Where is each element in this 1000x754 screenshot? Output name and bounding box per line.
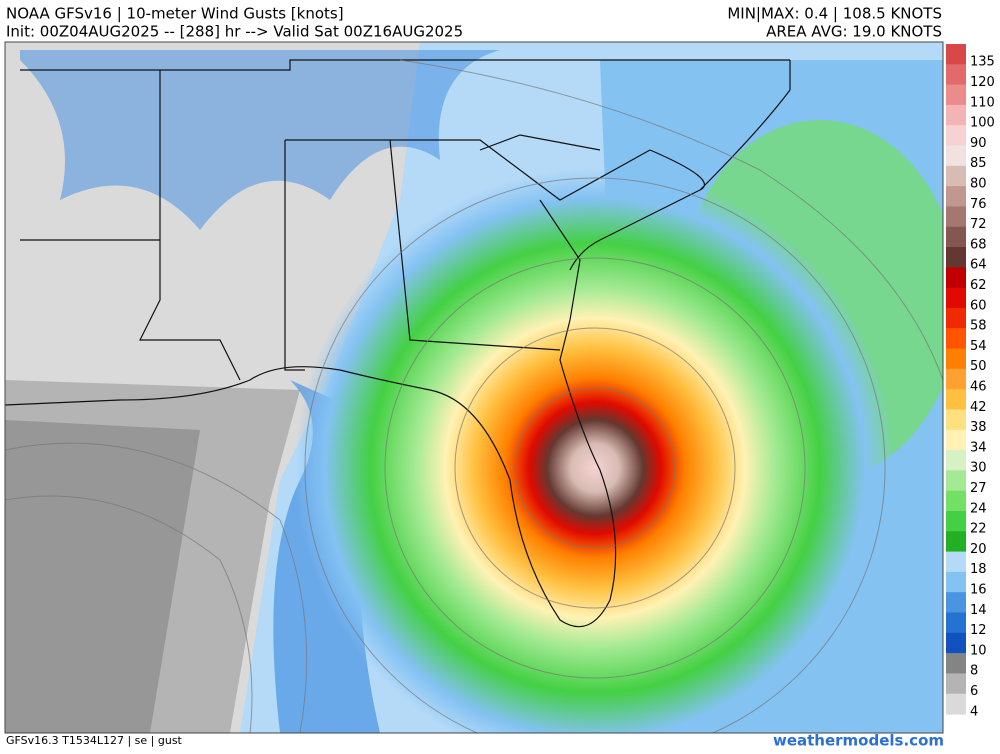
colorbar-swatch bbox=[946, 653, 966, 674]
colorbar-swatch bbox=[946, 612, 966, 634]
colorbar-swatch bbox=[946, 206, 966, 228]
colorbar-label: 50 bbox=[970, 359, 987, 374]
colorbar-swatch bbox=[946, 104, 966, 126]
colorbar-label: 80 bbox=[970, 176, 987, 191]
colorbar-label: 60 bbox=[970, 298, 987, 313]
colorbar-swatch bbox=[946, 531, 966, 553]
colorbar-label: 38 bbox=[970, 420, 987, 435]
colorbar-swatch bbox=[946, 328, 966, 350]
colorbar-label: 8 bbox=[970, 664, 978, 679]
colorbar-label: 46 bbox=[970, 380, 987, 395]
boundaries bbox=[5, 59, 791, 628]
colorbar-label: 16 bbox=[970, 583, 987, 598]
colorbar-swatch bbox=[946, 226, 966, 248]
colorbar-label: 42 bbox=[970, 400, 987, 415]
streamlines bbox=[5, 59, 943, 733]
colorbar-label: 58 bbox=[970, 319, 987, 334]
colorbar-swatch bbox=[946, 389, 966, 410]
area-average: AREA AVG: 19.0 KNOTS bbox=[766, 23, 942, 41]
colorbar-label: 10 bbox=[970, 643, 987, 658]
colorbar-label: 12 bbox=[970, 623, 987, 638]
blue-patches bbox=[20, 50, 500, 230]
hurricane bbox=[295, 168, 895, 733]
colorbar-label: 18 bbox=[970, 562, 987, 577]
colorbar-label: 110 bbox=[970, 95, 995, 110]
colorbar-swatch bbox=[946, 307, 966, 329]
colorbar-label: 90 bbox=[970, 136, 987, 151]
colorbar-label: 24 bbox=[970, 501, 987, 516]
colorbar-label: 62 bbox=[970, 278, 987, 293]
colorbar-label: 68 bbox=[970, 237, 987, 252]
colorbar-label: 4 bbox=[970, 704, 978, 719]
map-frame bbox=[4, 41, 944, 734]
colorbar-swatch bbox=[946, 510, 966, 532]
colorbar-swatch bbox=[946, 673, 966, 695]
colorbar-swatch bbox=[946, 632, 966, 654]
map bbox=[5, 42, 943, 733]
colorbar-label: 6 bbox=[970, 684, 978, 699]
colorbar-swatch bbox=[946, 84, 966, 106]
colorbar-swatch bbox=[946, 409, 966, 431]
colorbar-swatch bbox=[946, 186, 966, 207]
colorbar-label: 64 bbox=[970, 258, 987, 273]
colorbar-label: 14 bbox=[970, 603, 987, 618]
colorbar-swatch bbox=[946, 125, 966, 147]
colorbar-swatch bbox=[946, 64, 966, 86]
colorbar-label: 27 bbox=[970, 481, 987, 496]
colorbar-label: 85 bbox=[970, 156, 987, 171]
colorbar-label: 34 bbox=[970, 440, 987, 455]
colorbar-label: 54 bbox=[970, 339, 987, 354]
colorbar-label: 120 bbox=[970, 75, 995, 90]
colorbar: 1351201101009085807672686462605854504642… bbox=[946, 44, 995, 719]
colorbar-swatch bbox=[946, 348, 966, 370]
colorbar-label: 22 bbox=[970, 522, 987, 537]
colorbar-label: 76 bbox=[970, 197, 987, 212]
colorbar-swatch bbox=[946, 368, 966, 390]
colorbar-swatch bbox=[946, 429, 966, 451]
colorbar-swatch bbox=[946, 490, 966, 512]
colorbar-swatch bbox=[946, 470, 966, 492]
colorbar-swatch bbox=[946, 44, 966, 65]
colorbar-label: 100 bbox=[970, 116, 995, 131]
footer-site: weathermodels.com bbox=[773, 732, 944, 750]
colorbar-label: 30 bbox=[970, 461, 987, 476]
colorbar-swatch bbox=[946, 267, 966, 289]
title: NOAA GFSv16 | 10-meter Wind Gusts [knots… bbox=[6, 5, 344, 23]
colorbar-swatch bbox=[946, 571, 966, 593]
colorbar-swatch bbox=[946, 551, 966, 573]
colorbar-swatch bbox=[946, 450, 966, 471]
colorbar-swatch bbox=[946, 247, 966, 268]
subtitle: Init: 00Z04AUG2025 -- [288] hr --> Valid… bbox=[6, 23, 463, 41]
footer-model: GFSv16.3 T1534L127 | se | gust bbox=[6, 734, 183, 747]
colorbar-label: 135 bbox=[970, 55, 995, 70]
colorbar-label: 72 bbox=[970, 217, 987, 232]
colorbar-swatch bbox=[946, 693, 966, 715]
colorbar-swatch bbox=[946, 145, 966, 167]
gray-region-darker bbox=[5, 420, 200, 733]
stats: MIN|MAX: 0.4 | 108.5 KNOTS bbox=[727, 5, 942, 23]
colorbar-swatch bbox=[946, 592, 966, 613]
colorbar-swatch bbox=[946, 165, 966, 187]
colorbar-label: 20 bbox=[970, 542, 987, 557]
colorbar-swatch bbox=[946, 287, 966, 309]
